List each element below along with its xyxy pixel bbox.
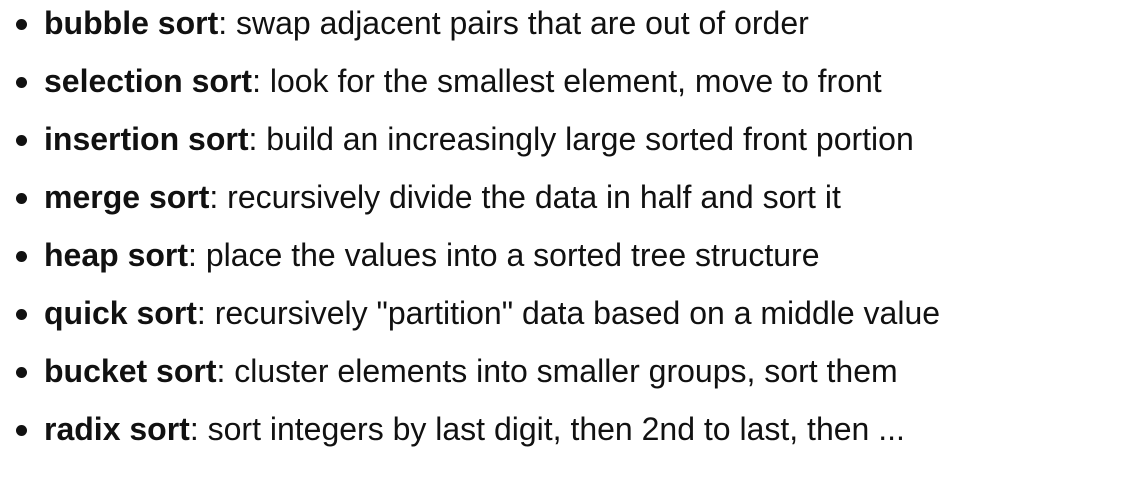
algorithm-name: bucket sort — [44, 353, 217, 389]
algorithm-name: quick sort — [44, 295, 197, 331]
bullet-icon — [16, 77, 27, 88]
bullet-icon — [16, 19, 27, 30]
algorithm-description: sort integers by last digit, then 2nd to… — [198, 411, 905, 447]
algorithm-name: heap sort — [44, 237, 189, 273]
algorithm-name: merge sort — [44, 179, 210, 215]
algorithm-description: build an increasingly large sorted front… — [257, 121, 914, 157]
bullet-icon — [16, 425, 27, 436]
separator: : — [218, 5, 228, 41]
separator: : — [248, 121, 258, 157]
separator: : — [188, 237, 197, 273]
algorithm-name: bubble sort — [44, 5, 219, 41]
bullet-icon — [16, 309, 27, 320]
bullet-icon — [16, 251, 27, 262]
separator: : — [189, 411, 199, 447]
list-item-radix-sort: radix sort: sort integers by last digit,… — [16, 406, 1126, 464]
list-item-merge-sort: merge sort: recursively divide the data … — [16, 174, 1126, 232]
algorithm-name: selection sort — [44, 63, 253, 99]
separator: : — [252, 63, 261, 99]
algorithm-name: insertion sort — [44, 121, 249, 157]
bullet-icon — [16, 367, 27, 378]
bullet-icon — [16, 193, 27, 204]
list-item-bucket-sort: bucket sort: cluster elements into small… — [16, 348, 1126, 406]
algorithm-description: place the values into a sorted tree stru… — [196, 237, 820, 273]
algorithm-description: swap adjacent pairs that are out of orde… — [227, 5, 809, 41]
sorting-algorithms-list: bubble sort: swap adjacent pairs that ar… — [16, 0, 1126, 464]
separator: : — [196, 295, 206, 331]
algorithm-description: look for the smallest element, move to f… — [260, 63, 882, 99]
algorithm-description: recursively divide the data in half and … — [218, 179, 841, 215]
list-item-insertion-sort: insertion sort: build an increasingly la… — [16, 116, 1126, 174]
separator: : — [209, 179, 219, 215]
list-item-bubble-sort: bubble sort: swap adjacent pairs that ar… — [16, 0, 1126, 58]
algorithm-name: radix sort — [44, 411, 190, 447]
list-item-selection-sort: selection sort: look for the smallest el… — [16, 58, 1126, 116]
list-item-quick-sort: quick sort: recursively "partition" data… — [16, 290, 1126, 348]
algorithm-description: cluster elements into smaller groups, so… — [225, 353, 898, 389]
list-item-heap-sort: heap sort: place the values into a sorte… — [16, 232, 1126, 290]
bullet-icon — [16, 135, 27, 146]
separator: : — [216, 353, 226, 389]
algorithm-description: recursively "partition" data based on a … — [205, 295, 941, 331]
